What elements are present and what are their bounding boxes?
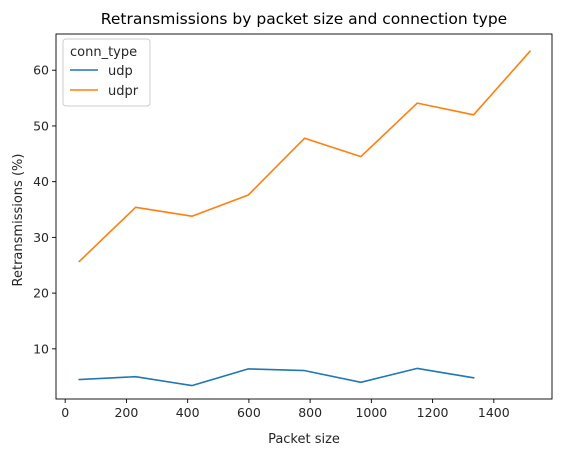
x-tick-label: 600 (237, 405, 261, 420)
plot-frame (55, 33, 553, 400)
plot-area: 0 200 400 600 800 1000 1200 1400 10 20 30 40 50 60 (33, 33, 553, 420)
y-tick-label: 10 (33, 341, 49, 356)
y-tick-label: 30 (33, 230, 49, 245)
y-axis-label: Retransmissions (%) (11, 154, 26, 287)
y-tick-label: 40 (33, 174, 49, 189)
y-tick-label: 60 (33, 63, 49, 78)
x-tick-label: 1000 (355, 405, 387, 420)
legend-title: conn_type (70, 45, 137, 60)
x-tick-label: 800 (298, 405, 322, 420)
x-tick-label: 1400 (478, 405, 510, 420)
x-axis-label: Packet size (268, 432, 340, 447)
legend-label-udpr: udpr (108, 84, 139, 99)
x-tick-label: 0 (61, 405, 69, 420)
series-line-udp (78, 367, 475, 387)
x-tick-label: 1200 (417, 405, 449, 420)
chart-title: Retransmissions by packet size and conne… (101, 10, 507, 28)
legend-label-udp: udp (108, 64, 133, 79)
y-tick-label: 50 (33, 118, 49, 133)
series-line-udpr (78, 50, 532, 263)
x-tick-label: 400 (176, 405, 200, 420)
y-tick-label: 20 (33, 286, 49, 301)
x-tick-label: 200 (114, 405, 138, 420)
